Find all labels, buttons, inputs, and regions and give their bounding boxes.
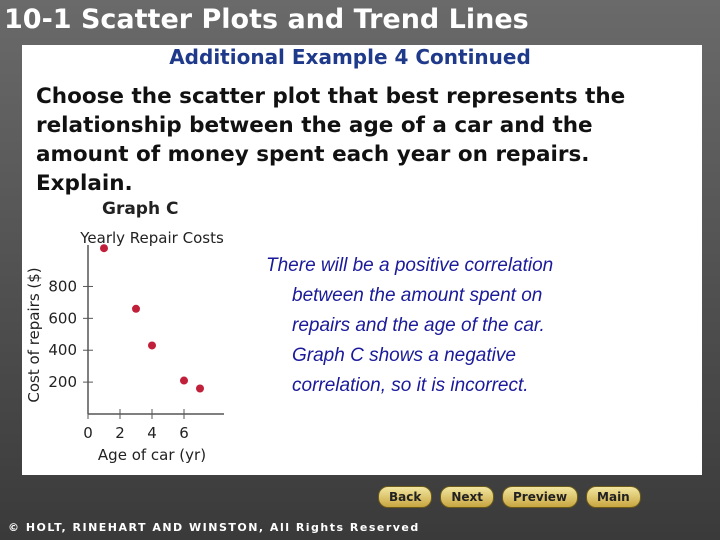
nav-button[interactable]: Main (586, 486, 641, 508)
chart-title: Yearly Repair Costs (79, 229, 224, 247)
footer: © HOLT, RINEHART AND WINSTON, All Rights… (8, 521, 420, 534)
nav-button[interactable]: Back (378, 486, 433, 508)
point (196, 384, 204, 393)
question-line: Explain. (36, 171, 133, 196)
question: Choose the scatter plot that best repres… (36, 82, 625, 198)
point (148, 341, 156, 350)
header-title: 10-1 Scatter Plots and Trend Lines (4, 4, 529, 35)
content-panel (22, 45, 702, 475)
question-line: amount of money spent each year on repai… (36, 142, 590, 167)
point (100, 244, 108, 253)
answer-line: repairs and the age of the car. (292, 315, 545, 336)
y-tick-label: 400 (48, 341, 77, 359)
x-tick-label: 6 (179, 424, 189, 442)
y-tick-label: 800 (48, 277, 77, 295)
answer-line: Graph C shows a negative (292, 345, 516, 366)
nav-bar: Back Next Preview Main (378, 486, 641, 508)
x-tick-label: 2 (115, 424, 125, 442)
y-axis-label: Cost of repairs ($) (25, 267, 43, 402)
point (132, 304, 140, 313)
subtitle: Additional Example 4 Continued (169, 45, 531, 69)
y-tick-label: 200 (48, 373, 77, 391)
graph-label: Graph C (102, 199, 179, 219)
question-line: relationship between the age of a car an… (36, 113, 593, 138)
x-tick-label: 4 (147, 424, 157, 442)
point (180, 376, 188, 385)
nav-button[interactable]: Preview (502, 486, 579, 508)
answer-line: There will be a positive correlation (266, 255, 554, 276)
x-axis-label: Age of car (yr) (98, 446, 206, 464)
y-tick-label: 600 (48, 309, 77, 327)
question-line: Choose the scatter plot that best repres… (36, 84, 626, 109)
answer-line: between the amount spent on (292, 285, 543, 306)
answer-line: correlation, so it is incorrect. (292, 375, 529, 396)
nav-button[interactable]: Next (440, 486, 495, 508)
x-tick-label: 0 (83, 424, 93, 442)
answer: There will be a positive correlation betw… (266, 251, 553, 401)
